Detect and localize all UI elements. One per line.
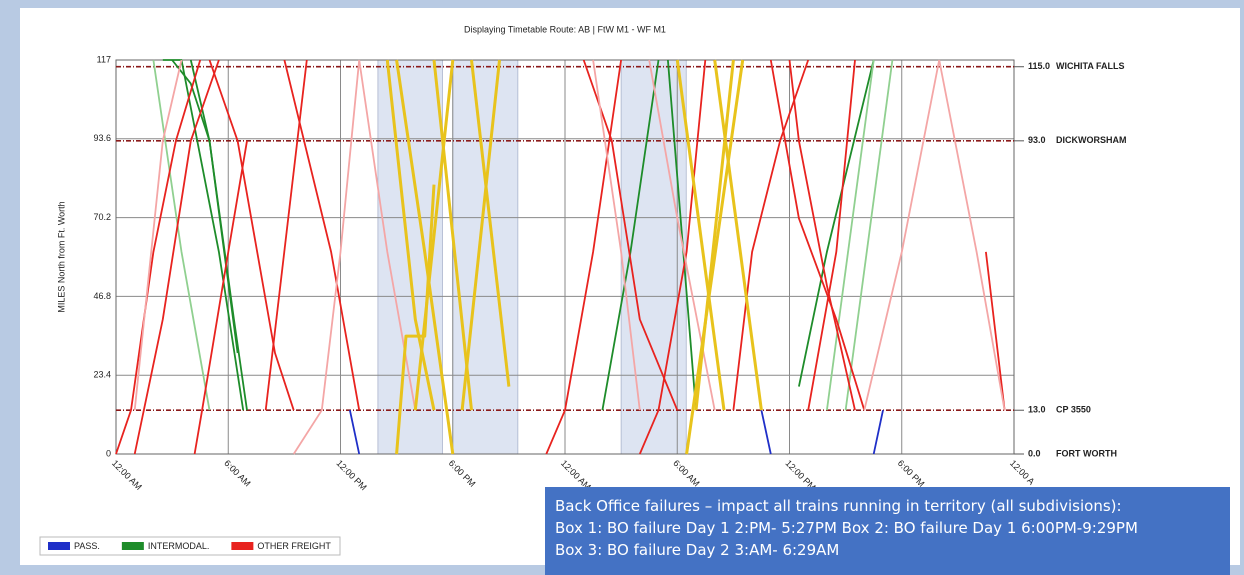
train-line: [713, 59, 763, 411]
y-tick-label: 0: [106, 448, 111, 458]
train-line: [292, 59, 361, 455]
train-line: [985, 251, 1006, 411]
train-line: [395, 59, 455, 455]
legend-label: INTERMODAL.: [148, 541, 210, 551]
y-tick-label: 46.8: [93, 291, 111, 301]
train-line: [769, 59, 866, 411]
train-line: [938, 59, 1006, 411]
train-line: [685, 59, 745, 455]
legend-label: PASS.: [74, 541, 100, 551]
train-line: [470, 59, 511, 387]
y-tick-label: 117: [97, 54, 111, 64]
train-line: [413, 59, 455, 411]
train-line: [798, 59, 875, 387]
station-name: FORT WORTH: [1056, 448, 1117, 458]
train-line: [283, 59, 361, 411]
legend-box: [39, 536, 341, 556]
train-line: [162, 59, 245, 411]
train-line: [395, 184, 436, 455]
legend-label: OTHER FREIGHT: [257, 541, 331, 551]
train-line: [638, 59, 707, 455]
legend-swatch: [231, 542, 254, 550]
train-line: [264, 59, 308, 411]
train-line: [349, 410, 361, 455]
y-tick-label: 23.4: [93, 370, 111, 380]
train-line: [667, 59, 697, 411]
plot-border: [115, 59, 1015, 455]
station-mile: 115.0: [1028, 61, 1050, 71]
station-mile: 93.0: [1028, 135, 1046, 145]
annotation-box: Back Office failures – impact all trains…: [545, 487, 1230, 575]
train-line: [432, 59, 473, 411]
shaded-region: [620, 59, 687, 455]
station-name: WICHITA FALLS: [1056, 61, 1125, 71]
train-line: [189, 59, 239, 354]
train-line: [208, 59, 295, 411]
train-line: [582, 59, 679, 411]
train-line: [133, 59, 183, 411]
legend-swatch: [121, 542, 144, 550]
legend-swatch: [48, 542, 70, 550]
station-mile: 13.0: [1028, 405, 1046, 415]
train-line: [675, 59, 726, 411]
y-tick-label: 70.2: [93, 212, 111, 222]
legend: PASS. INTERMODAL. OTHER FREIGHT: [39, 536, 341, 556]
station-mile: 0.0: [1028, 448, 1041, 458]
train-line: [788, 59, 856, 411]
chart-title: Displaying Timetable Route: AB | FtW M1 …: [464, 24, 666, 34]
annotation-line: Box 1: BO failure Day 1 2:PM- 5:27PM Box…: [555, 519, 1138, 537]
train-line: [807, 59, 856, 411]
train-line: [460, 59, 501, 411]
train-line: [133, 59, 220, 455]
train-line: [826, 59, 875, 411]
train-line: [152, 59, 211, 411]
train-line: [760, 410, 772, 455]
train-line: [863, 59, 941, 411]
train-line: [844, 59, 894, 411]
train-line: [601, 59, 660, 411]
annotation-line: Back Office failures – impact all trains…: [555, 497, 1122, 515]
train-line: [115, 59, 202, 455]
train-line: [385, 59, 436, 411]
y-tick-label: 93.6: [93, 133, 111, 143]
y-axis-label: MILES North from Ft. Worth: [56, 201, 66, 312]
annotation-line: Box 3: BO failure Day 2 3:AM- 6:29AM: [555, 541, 840, 559]
station-name: DICKWORSHAM: [1056, 135, 1127, 145]
train-line: [592, 59, 641, 411]
train-line: [193, 140, 248, 455]
train-line: [358, 59, 417, 411]
station-name: CP 3550: [1056, 405, 1091, 415]
train-line: [872, 410, 884, 455]
